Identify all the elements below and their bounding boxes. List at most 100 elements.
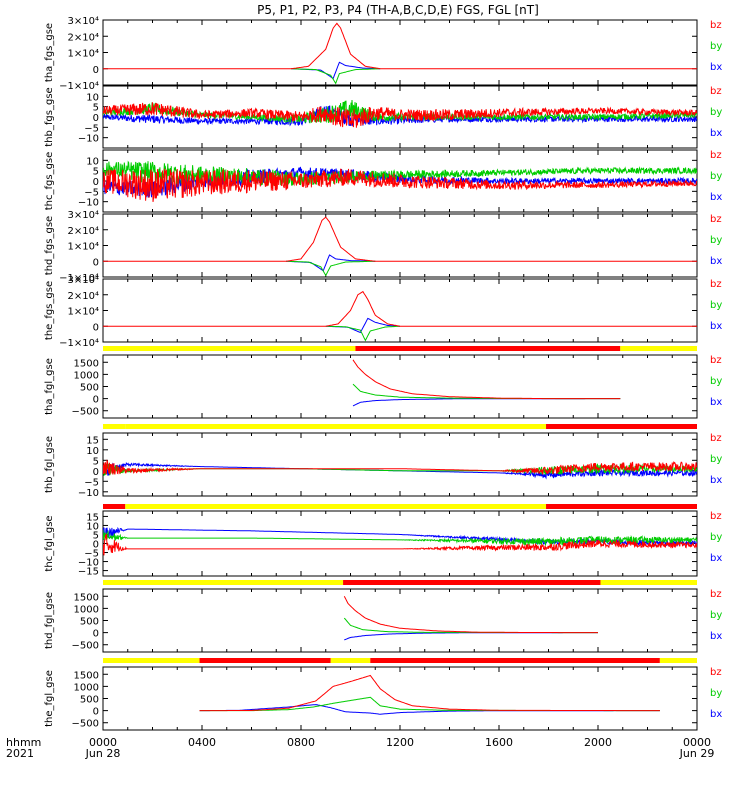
y-axis-label: thd_fgs_gse <box>44 216 55 275</box>
series-line-bx <box>325 317 401 334</box>
series-line-bx <box>352 398 621 407</box>
series-line-bz <box>103 216 697 262</box>
status-bar-segment <box>620 346 697 351</box>
y-tick-label: −1×10⁴ <box>59 81 99 92</box>
plot-area <box>103 99 697 128</box>
y-axis-label: tha_fgl_gse <box>44 358 55 415</box>
panel-the_fgs: 3×10⁴ 2×10⁴ 1×10⁴ 0 −1×10⁴ the_fgs_gse bz by bx <box>44 275 722 349</box>
legend-bx: bx <box>710 709 722 720</box>
y-tick-label: −5 <box>84 187 99 198</box>
y-tick-label: 1×10⁴ <box>68 307 99 318</box>
y-tick-label: 500 <box>80 617 99 628</box>
series-line-bx <box>291 61 381 80</box>
y-tick-label: 5 <box>93 456 99 467</box>
plot-area <box>103 160 697 202</box>
plot-area <box>103 290 697 342</box>
x-tick-label: 0800 <box>287 736 315 749</box>
legend-by: by <box>710 532 722 543</box>
panel-frame <box>102 666 698 731</box>
y-tick-label: −500 <box>72 407 99 418</box>
plot-area <box>103 526 697 556</box>
series-line-bx <box>286 254 376 272</box>
status-bar-segment <box>199 658 331 663</box>
y-axis-label: the_fgl_gse <box>44 670 55 727</box>
date-label: Jun 29 <box>679 747 715 760</box>
y-tick-label: 0 <box>93 113 99 124</box>
plot-title: P5, P1, P2, P3, P4 (TH-A,B,C,D,E) FGS, F… <box>257 3 539 17</box>
status-bar-segment <box>103 346 356 351</box>
y-axis-label: the_fgs_gse <box>44 281 55 340</box>
y-tick-label: 1500 <box>74 592 99 603</box>
x-tick-label: 0000 <box>683 736 711 749</box>
panel-frame <box>102 19 698 86</box>
y-tick-label: −500 <box>72 719 99 730</box>
y-axis-label: tha_fgs_gse <box>44 23 55 82</box>
y-tick-label: 0 <box>93 395 99 406</box>
y-tick-label: 1×10⁴ <box>68 49 99 60</box>
y-tick-label: 1500 <box>74 358 99 369</box>
x-tick-label: 0400 <box>188 736 216 749</box>
status-bar-segment <box>343 580 601 585</box>
x-tick-label: 2000 <box>584 736 612 749</box>
legend-by: by <box>710 171 722 182</box>
series-line-bz <box>103 102 697 128</box>
y-tick-label: 10 <box>86 446 99 457</box>
series-line-bz <box>343 596 598 634</box>
y-tick-label: 1500 <box>74 670 99 681</box>
y-tick-label: 0 <box>93 177 99 188</box>
legend-bz: bz <box>710 150 722 161</box>
legend-bx: bx <box>710 62 722 73</box>
legend-bx: bx <box>710 192 722 203</box>
year-label: 2021 <box>6 747 34 760</box>
legend-bz: bz <box>710 86 722 97</box>
series-line-bz <box>103 168 697 202</box>
plot-area <box>103 459 697 480</box>
status-bar-segment <box>370 658 660 663</box>
date-label: Jun 28 <box>85 747 121 760</box>
series-line-bx <box>344 632 598 641</box>
legend-bx: bx <box>710 553 722 564</box>
status-bar-segment <box>103 424 126 429</box>
y-tick-label: 1000 <box>74 604 99 615</box>
series-line-by <box>325 325 400 342</box>
y-axis-label: thd_fgl_gse <box>44 592 55 649</box>
panel-frame <box>102 354 698 419</box>
y-tick-label: 3×10⁴ <box>68 275 99 286</box>
y-tick-label: 5 <box>93 103 99 114</box>
y-tick-label: 1000 <box>74 682 99 693</box>
y-tick-label: 500 <box>80 695 99 706</box>
x-tick-label: 1600 <box>485 736 513 749</box>
y-axis-label: thb_fgs_gse <box>44 87 55 146</box>
plot-area <box>352 359 621 407</box>
y-tick-label: 15 <box>86 435 99 446</box>
y-tick-label: −10 <box>78 134 99 145</box>
legend-bx: bx <box>710 631 722 642</box>
x-tick-label: 1200 <box>386 736 414 749</box>
y-axis-label: thb_fgl_gse <box>44 436 55 493</box>
y-tick-label: −10 <box>78 198 99 209</box>
x-tick-label: 0000 <box>89 736 117 749</box>
y-axis-label: thc_fgs_gse <box>44 152 55 211</box>
y-tick-label: 0 <box>93 322 99 333</box>
y-tick-label: −5 <box>84 477 99 488</box>
y-tick-label: 500 <box>80 383 99 394</box>
y-tick-label: −5 <box>84 549 99 560</box>
legend-by: by <box>710 235 722 246</box>
status-bar-segment <box>355 346 621 351</box>
y-tick-label: 0 <box>93 467 99 478</box>
hhmm-label: hhmm <box>6 736 41 749</box>
y-tick-label: −15 <box>78 567 99 578</box>
y-tick-label: 0 <box>93 257 99 268</box>
series-line-by <box>352 383 621 400</box>
legend-bz: bz <box>710 355 722 366</box>
plot-area <box>103 216 697 277</box>
y-tick-label: 10 <box>86 92 99 103</box>
status-bar-segment <box>546 424 697 429</box>
y-tick-label: 3×10⁴ <box>68 16 99 27</box>
